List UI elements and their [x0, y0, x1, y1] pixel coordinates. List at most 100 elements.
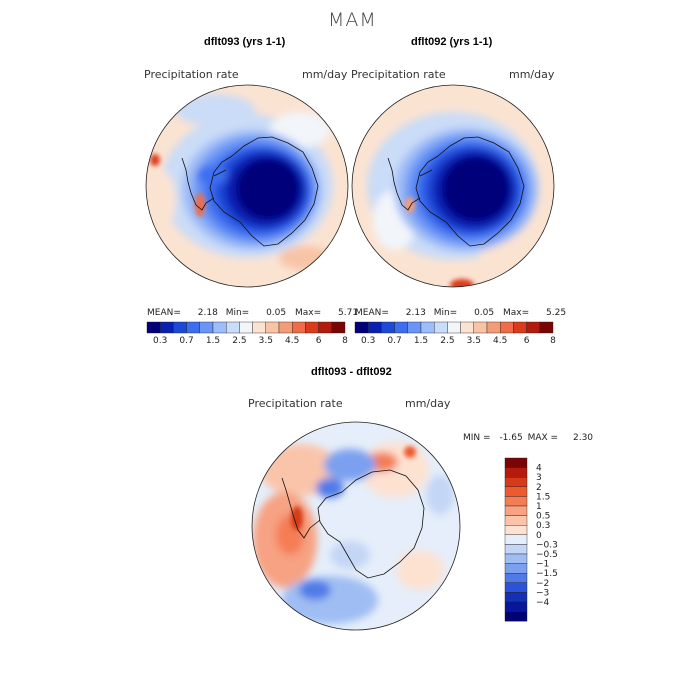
map-panel1: [146, 85, 348, 287]
colorbar-diff-tick-label: 3: [536, 473, 542, 483]
map-diff-border: [251, 421, 461, 631]
colorbar-diff-swatch: [504, 505, 528, 516]
min-label: Min=: [225, 308, 250, 318]
diff-min-label: MIN =: [463, 433, 491, 443]
colorbar-diff-tick-label: −2: [536, 579, 549, 589]
colorbar-panel1-tick-label: 4.5: [285, 336, 299, 346]
colorbar-diff-swatch: [504, 601, 528, 612]
colorbar-panel2-tick-label: 6: [524, 336, 530, 346]
min-value: 0.05: [266, 308, 287, 318]
panel2-title: dflt092 (yrs 1-1): [411, 36, 493, 48]
map-panel2: [352, 85, 554, 287]
colorbar-diff-tick-label: 1.5: [536, 492, 550, 502]
colorbar-panel1-swatch: [331, 321, 346, 334]
colorbar-panel2-swatch: [381, 321, 395, 334]
colorbar-panel2: 0.3 0.7 1.5 2.5 3.5 4.5 6 8: [354, 321, 556, 346]
diff-min-value: -1.65: [499, 433, 523, 443]
panel2-units-label: mm/day: [509, 68, 555, 81]
colorbar-panel2-swatch: [354, 321, 369, 334]
colorbar-panel2-swatch: [526, 321, 540, 334]
coastline-panel1: [181, 136, 319, 247]
colorbar-panel2-swatch: [447, 321, 461, 334]
coastline-panel2: [387, 136, 525, 247]
colorbar-panel2-swatch: [394, 321, 409, 334]
colorbar-panel2-swatch: [460, 321, 475, 334]
panel2-stats: MEAN= 2.13 Min= 0.05 Max= 5.25: [355, 308, 566, 318]
diff-variable-label: Precipitation rate: [248, 397, 343, 410]
colorbar-diff-tick-label: −0.5: [536, 550, 558, 560]
colorbar-diff-swatch: [504, 534, 528, 545]
colorbar-panel1: 0.3 0.7 1.5 2.5 3.5 4.5 6 8: [146, 321, 348, 346]
diff-max-label: MAX =: [527, 433, 559, 443]
colorbar-diff-swatch: [504, 573, 528, 584]
panel2-variable-label: Precipitation rate: [351, 68, 446, 81]
colorbar-panel1-swatch: [225, 321, 240, 334]
colorbar-diff-tick-label: 0.3: [536, 521, 550, 531]
coastline-diff: [281, 469, 425, 579]
colorbar-diff-tick-label: −1.5: [536, 569, 558, 579]
colorbar-diff-tick-label: 1: [536, 502, 542, 512]
max-label: Max=: [295, 308, 322, 318]
diff-max-value: 2.30: [572, 433, 594, 443]
colorbar-diff-swatch: [504, 515, 528, 526]
colorbar-diff-swatch: [504, 544, 528, 555]
colorbar-panel2-swatch: [420, 321, 435, 334]
map-diff: [252, 422, 460, 630]
max-value: 5.25: [546, 308, 567, 318]
colorbar-diff-swatch: [504, 582, 528, 593]
panel1-stats: MEAN= 2.18 Min= 0.05 Max= 5.71: [147, 308, 358, 318]
colorbar-panel1-swatch: [159, 321, 174, 334]
colorbar-panel2-swatch: [539, 321, 554, 334]
colorbar-diff-tick-label: −1: [536, 560, 549, 570]
colorbar-panel1-swatch: [265, 321, 280, 334]
min-value: 0.05: [474, 308, 495, 318]
max-label: Max=: [503, 308, 530, 318]
colorbar-panel1-tick-label: 2.5: [232, 336, 246, 346]
colorbar-diff-swatch: [504, 477, 528, 488]
colorbar-panel2-swatch: [434, 321, 448, 334]
colorbar-diff-tick-label: −4: [536, 598, 550, 608]
colorbar-panel1-swatch: [199, 321, 214, 334]
colorbar-panel2-tick-label: 0.7: [387, 336, 401, 346]
colorbar-diff-swatch: [504, 611, 528, 622]
colorbar-panel1-swatch: [173, 321, 187, 334]
colorbar-diff-tick-label: 4: [536, 464, 542, 474]
colorbar-panel1-swatch: [292, 321, 306, 334]
mean-label: MEAN=: [147, 308, 181, 318]
colorbar-diff-swatch: [504, 457, 528, 468]
colorbar-diff-swatch: [504, 553, 528, 564]
colorbar-panel1-tick-label: 6: [316, 336, 322, 346]
colorbar-diff-tick-label: −0.3: [536, 540, 558, 550]
diff-title: dflt093 - dflt092: [311, 366, 392, 378]
colorbar-panel2-swatch: [500, 321, 514, 334]
min-label: Min=: [433, 308, 458, 318]
colorbar-diff-swatch: [504, 467, 528, 478]
colorbar-panel1-swatch: [239, 321, 253, 334]
colorbar-panel2-tick-label: 0.3: [361, 336, 375, 346]
map-panel2-border: [351, 84, 555, 288]
colorbar-panel2-tick-label: 1.5: [414, 336, 428, 346]
season-title: MAM: [328, 9, 377, 31]
colorbar-panel1-tick-label: 8: [342, 336, 348, 346]
colorbar-panel2-tick-label: 8: [550, 336, 556, 346]
colorbar-panel2-tick-label: 4.5: [493, 336, 507, 346]
colorbar-diff-tick-label: 2: [536, 483, 542, 493]
colorbar-panel2-swatch: [407, 321, 422, 334]
colorbar-diff-tick-label: −3: [536, 588, 549, 598]
colorbar-diff-swatch: [504, 486, 528, 497]
colorbar-panel1-swatch: [186, 321, 201, 334]
diff-units-label: mm/day: [405, 397, 451, 410]
panel1-variable-label: Precipitation rate: [144, 68, 239, 81]
colorbar-panel1-tick-label: 0.3: [153, 336, 167, 346]
diff-minmax: MIN = -1.65 MAX = 2.30: [463, 433, 593, 443]
colorbar-panel2-swatch: [486, 321, 501, 334]
max-value: 5.71: [338, 308, 359, 318]
colorbar-panel1-swatch: [278, 321, 293, 334]
mean-label: MEAN=: [355, 308, 389, 318]
mean-value: 2.13: [405, 308, 426, 318]
colorbar-panel1-tick-label: 1.5: [206, 336, 220, 346]
panel1-units-label: mm/day: [302, 68, 348, 81]
colorbar-diff-swatch: [504, 563, 528, 574]
map-panel1-border: [145, 84, 349, 288]
